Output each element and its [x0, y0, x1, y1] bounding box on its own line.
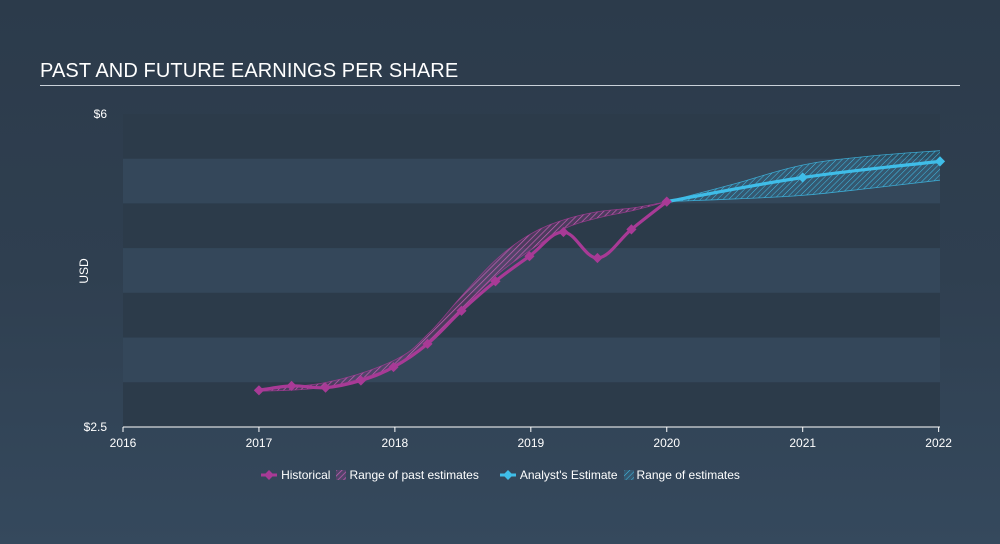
past-range-swatch-icon: [336, 470, 347, 480]
past-estimate-range-lower-edge: [258, 201, 667, 392]
future-estimate-range-upper-edge: [666, 150, 941, 203]
background-bands: [123, 114, 940, 427]
chart-title: PAST AND FUTURE EARNINGS PER SHARE: [40, 60, 459, 82]
x-tick-label: 2017: [246, 436, 273, 450]
legend-past-range-label: Range of past estimates: [349, 468, 479, 482]
background-band: [123, 292, 940, 338]
x-tick-label: 2022: [925, 436, 952, 450]
x-tick-label: 2020: [653, 436, 680, 450]
legend-historical[interactable]: Historical: [260, 468, 330, 482]
x-tick-label: 2016: [110, 436, 137, 450]
y-axis-label: USD: [77, 258, 91, 284]
historical-point: [286, 380, 297, 391]
y-tick-label: $6: [94, 107, 108, 121]
future-estimate-range-lower-edge: [666, 179, 941, 203]
historical-swatch-icon: [261, 470, 278, 480]
legend-historical-label: Historical: [281, 468, 331, 482]
background-band: [123, 114, 940, 159]
legend-analyst-label: Analyst's Estimate: [519, 468, 618, 482]
analyst-swatch-icon: [499, 470, 516, 480]
past-estimate-range: [258, 201, 667, 392]
x-tick-label: 2019: [517, 436, 544, 450]
title-divider: [40, 85, 960, 86]
historical-point: [456, 305, 467, 316]
future-range-swatch-icon: [623, 470, 634, 480]
historical-point: [388, 361, 399, 373]
legend-past-range[interactable]: Range of past estimates: [336, 468, 479, 482]
y-tick-label: $2.5: [84, 420, 108, 434]
background-band: [123, 337, 940, 383]
axes: 2016 2017 2018 2019 2020 2021 2022 $6 $2.5: [84, 107, 953, 450]
legend: Historical Range of past estimates Analy…: [0, 468, 1000, 482]
historical-point: [422, 338, 433, 349]
historical-point: [320, 382, 331, 393]
historical-point: [253, 385, 265, 396]
legend-future-range-label: Range of estimates: [636, 468, 740, 482]
x-tick-label: 2021: [789, 436, 816, 450]
x-tick-label: 2018: [382, 436, 409, 450]
legend-future-range[interactable]: Range of estimates: [623, 468, 740, 482]
legend-analyst[interactable]: Analyst's Estimate: [499, 468, 618, 482]
past-estimate-range-upper-edge: [258, 201, 667, 389]
background-band: [123, 382, 940, 427]
historical-point: [355, 375, 366, 386]
historical-point: [524, 251, 535, 262]
